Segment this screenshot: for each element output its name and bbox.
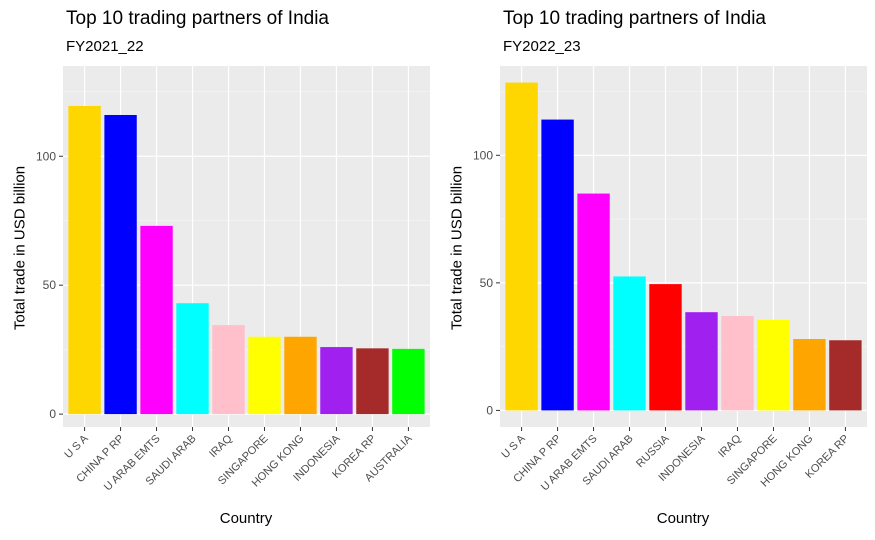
x-tick-label: U S A (62, 432, 91, 461)
chart-title: Top 10 trading partners of India (66, 8, 330, 29)
bar (320, 347, 353, 415)
y-tick-label: 100 (36, 149, 56, 163)
bar (721, 316, 754, 411)
bar (829, 340, 862, 411)
bar (613, 276, 646, 411)
x-tick-label: IRAQ (207, 432, 235, 460)
bar (649, 284, 682, 411)
bar (793, 338, 826, 411)
bar (248, 336, 281, 415)
y-tick-label: 100 (473, 148, 493, 162)
bar (104, 114, 137, 415)
x-axis-label: Country (219, 510, 273, 527)
chart-title: Top 10 trading partners of India (503, 8, 767, 29)
bar (505, 82, 538, 411)
chart-panel-fy2022-23: Top 10 trading partners of India FY2022_… (437, 0, 874, 540)
y-tick-label: 50 (43, 278, 57, 292)
bar (284, 336, 317, 415)
y-tick-label: 50 (480, 276, 494, 290)
chart-subtitle: FY2021_22 (66, 38, 144, 55)
x-tick-label: IRAQ (716, 432, 744, 460)
bar (68, 105, 101, 415)
x-axis-label: Country (656, 510, 710, 527)
y-tick-label: 0 (49, 407, 56, 421)
x-tick-label: U S A (499, 432, 528, 461)
bar (392, 348, 425, 415)
bar (541, 119, 574, 411)
chart-subtitle: FY2022_23 (503, 38, 581, 55)
bar (757, 319, 790, 411)
bar (356, 348, 389, 415)
bar (577, 193, 610, 411)
bar (176, 303, 209, 415)
y-tick-label: 0 (486, 403, 493, 417)
chart-panel-fy2021-22: Top 10 trading partners of India FY2021_… (0, 0, 437, 540)
bar (140, 225, 173, 415)
bar (212, 325, 245, 415)
bar (685, 312, 718, 411)
